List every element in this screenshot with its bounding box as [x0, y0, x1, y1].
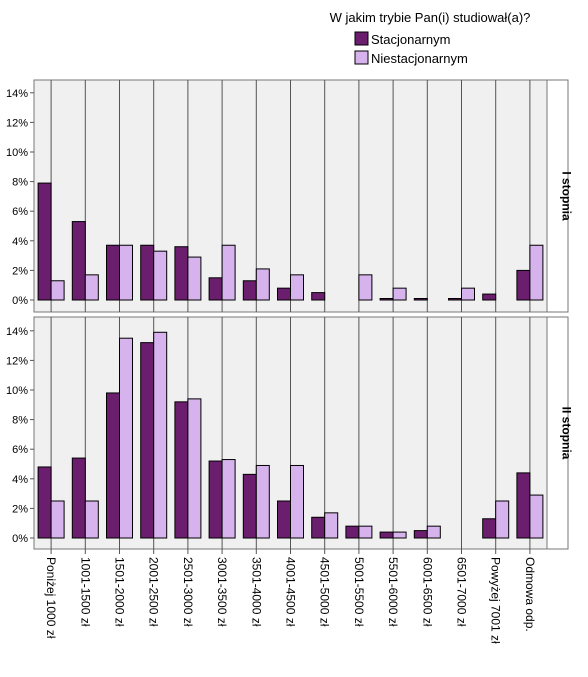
bar — [221, 244, 236, 301]
bar — [37, 466, 52, 539]
bar — [140, 342, 155, 539]
legend-label-stacjonarnym: Stacjonarnym — [371, 32, 450, 47]
bar — [324, 512, 339, 539]
panel-label: II stopnia — [560, 407, 574, 460]
bar — [482, 518, 497, 539]
y-tick-label: 2% — [12, 265, 28, 277]
bar — [358, 274, 373, 301]
y-tick-label: 14% — [6, 88, 28, 100]
bar — [277, 287, 291, 301]
bar — [84, 274, 99, 301]
panel-0: I stopnia 0% 2% 4% 6% 8% 10% 12% 14% — [6, 79, 574, 313]
y-tick-label: 4% — [12, 474, 28, 486]
bar — [153, 250, 168, 301]
bar — [106, 392, 120, 539]
y-tick-label: 6% — [12, 444, 28, 456]
bar — [345, 525, 360, 539]
legend-swatch-stacjonarnym — [354, 31, 369, 46]
bar — [392, 531, 407, 539]
bar — [290, 464, 304, 539]
x-tick-label: 3501-4000 zł — [249, 557, 263, 627]
y-tick-label: 12% — [6, 355, 28, 367]
x-tick-label: 5001-5500 zł — [352, 557, 366, 627]
bar — [37, 182, 52, 301]
x-tick-label: 1501-2000 zł — [113, 557, 127, 627]
bar — [529, 494, 544, 539]
bar — [208, 277, 223, 301]
legend-label-niestacjonarnym: Niestacjonarnym — [371, 51, 468, 66]
legend: W jakim trybie Pan(i) studiował(a)? Stac… — [330, 10, 531, 66]
x-tick-label: 2501-3000 zł — [181, 557, 195, 627]
bar — [277, 500, 291, 539]
bar — [242, 473, 257, 539]
legend-swatch-niestacjonarnym — [354, 50, 369, 65]
bar — [50, 280, 65, 301]
bar — [516, 269, 531, 301]
bar — [84, 500, 99, 539]
bar — [461, 287, 475, 301]
bar — [392, 287, 407, 301]
panel-1: II stopnia 0% 2% 4% 6% 8% 10% 12% 14% — [6, 316, 574, 550]
x-tick-label: Powyżej 7001 zł — [489, 557, 503, 644]
bar — [426, 525, 441, 539]
bar — [290, 274, 304, 301]
y-tick-label: 2% — [12, 503, 28, 515]
x-tick-label: Poniżej 1000 zł — [44, 557, 58, 639]
bar — [153, 331, 168, 539]
bar — [413, 298, 428, 301]
legend-title: W jakim trybie Pan(i) studiował(a)? — [330, 10, 531, 25]
bar — [140, 244, 155, 301]
y-tick-label: 8% — [12, 177, 28, 189]
x-tick-label: 6501-7000 zł — [455, 557, 469, 627]
y-tick-label: 4% — [12, 236, 28, 248]
bar — [311, 516, 326, 539]
bar — [119, 337, 133, 539]
bar — [221, 459, 236, 539]
x-tick-label: 3001-3500 zł — [215, 557, 229, 627]
bar — [379, 298, 394, 301]
bar — [187, 256, 202, 301]
y-tick-label: 0% — [12, 295, 28, 307]
panel-strip — [546, 79, 569, 313]
bar — [495, 500, 510, 539]
panel-strip — [546, 316, 569, 550]
x-tick-label: Odmowa odp. — [523, 557, 537, 632]
bar — [379, 531, 394, 539]
bar — [174, 401, 189, 539]
bar — [482, 293, 497, 301]
y-tick-label: 6% — [12, 206, 28, 218]
x-tick-label: 4001-4500 zł — [284, 557, 298, 627]
bar — [119, 244, 133, 301]
y-tick-label: 10% — [6, 147, 28, 159]
bar — [174, 246, 189, 301]
bar — [358, 525, 373, 539]
x-tick-label: 4501-5000 zł — [318, 557, 332, 627]
x-tick-label: 5501-6000 zł — [386, 557, 400, 627]
bar — [208, 460, 223, 539]
bar — [187, 398, 202, 539]
bar — [255, 464, 270, 539]
bar — [529, 244, 544, 301]
x-tick-label: 6001-6500 zł — [420, 557, 434, 627]
bar — [311, 292, 326, 301]
y-tick-label: 0% — [12, 533, 28, 545]
bar — [516, 472, 531, 539]
y-tick-label: 12% — [6, 117, 28, 129]
chart-panels: I stopnia 0% 2% 4% 6% 8% 10% 12% 14% II stopnia 0%… — [6, 79, 574, 644]
bar — [413, 530, 428, 539]
x-tick-label: 2001-2500 zł — [147, 557, 161, 627]
bar — [448, 298, 462, 301]
y-tick-label: 8% — [12, 415, 28, 427]
bar — [242, 280, 257, 301]
bar — [255, 268, 270, 301]
bar — [50, 500, 65, 539]
bar — [71, 457, 86, 539]
bar — [71, 221, 86, 301]
y-tick-label: 14% — [6, 326, 28, 338]
panel-label: I stopnia — [560, 171, 574, 221]
y-tick-label: 10% — [6, 385, 28, 397]
x-tick-label: 1001-1500 zł — [78, 557, 92, 627]
bar — [106, 244, 120, 301]
